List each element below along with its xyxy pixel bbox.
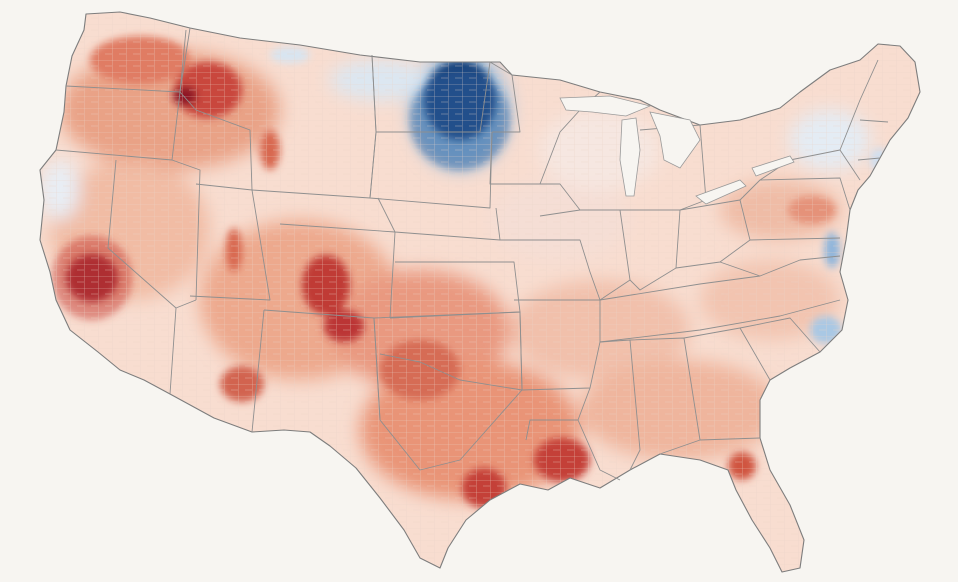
state-boundaries (39, 11, 921, 573)
great-lakes (559, 95, 795, 205)
